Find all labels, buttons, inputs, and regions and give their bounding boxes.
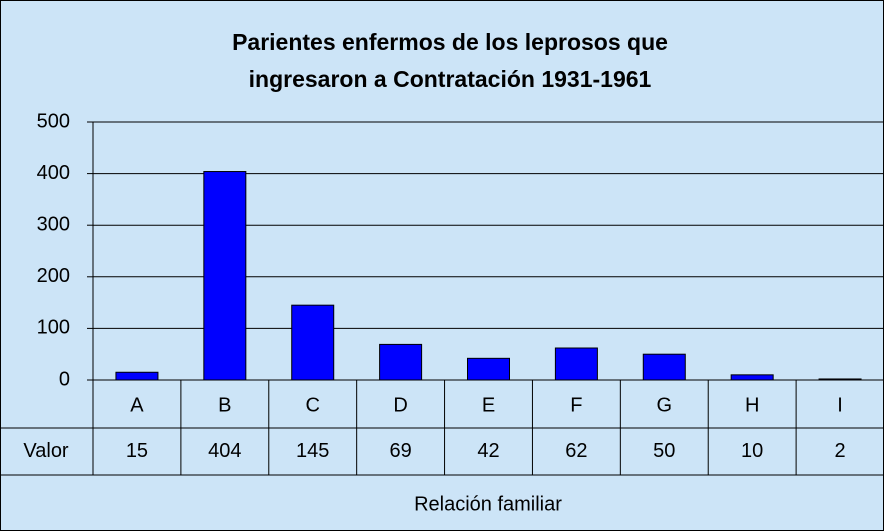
table-value: 2 xyxy=(834,440,845,462)
table-value: 145 xyxy=(296,440,329,462)
bar xyxy=(379,343,423,381)
table-value: 42 xyxy=(477,440,499,462)
legend-label: Valor xyxy=(23,440,69,462)
bar xyxy=(554,347,598,381)
bar xyxy=(730,374,774,381)
chart-title-line: ingresaron a Contratación 1931-1961 xyxy=(249,66,652,92)
bar xyxy=(291,304,335,381)
x-tick-label: A xyxy=(130,394,144,416)
x-tick-label: E xyxy=(482,394,495,416)
x-tick-label: G xyxy=(656,394,672,416)
y-tick-label: 200 xyxy=(37,265,70,287)
bar xyxy=(642,353,686,381)
bar xyxy=(203,171,247,381)
y-tick-label: 500 xyxy=(37,110,70,132)
x-tick-label: D xyxy=(393,394,407,416)
chart-title-line: Parientes enfermos de los leprosos que xyxy=(232,29,668,55)
x-tick-label: C xyxy=(305,394,319,416)
table-value: 62 xyxy=(565,440,587,462)
bar xyxy=(115,371,159,381)
table-value: 69 xyxy=(389,440,411,462)
bar xyxy=(467,357,510,381)
x-axis-label: Relación familiar xyxy=(414,493,562,515)
table-value: 15 xyxy=(126,440,148,462)
table-value: 10 xyxy=(741,440,763,462)
y-tick-label: 0 xyxy=(59,368,70,390)
y-tick-label: 400 xyxy=(37,162,70,184)
y-tick-label: 100 xyxy=(37,317,70,339)
x-tick-label: F xyxy=(570,394,582,416)
table-value: 50 xyxy=(653,440,675,462)
y-tick-label: 300 xyxy=(37,213,70,235)
x-tick-label: H xyxy=(745,394,759,416)
x-tick-label: B xyxy=(218,394,231,416)
table-value: 404 xyxy=(208,440,241,462)
x-tick-label: I xyxy=(837,394,843,416)
